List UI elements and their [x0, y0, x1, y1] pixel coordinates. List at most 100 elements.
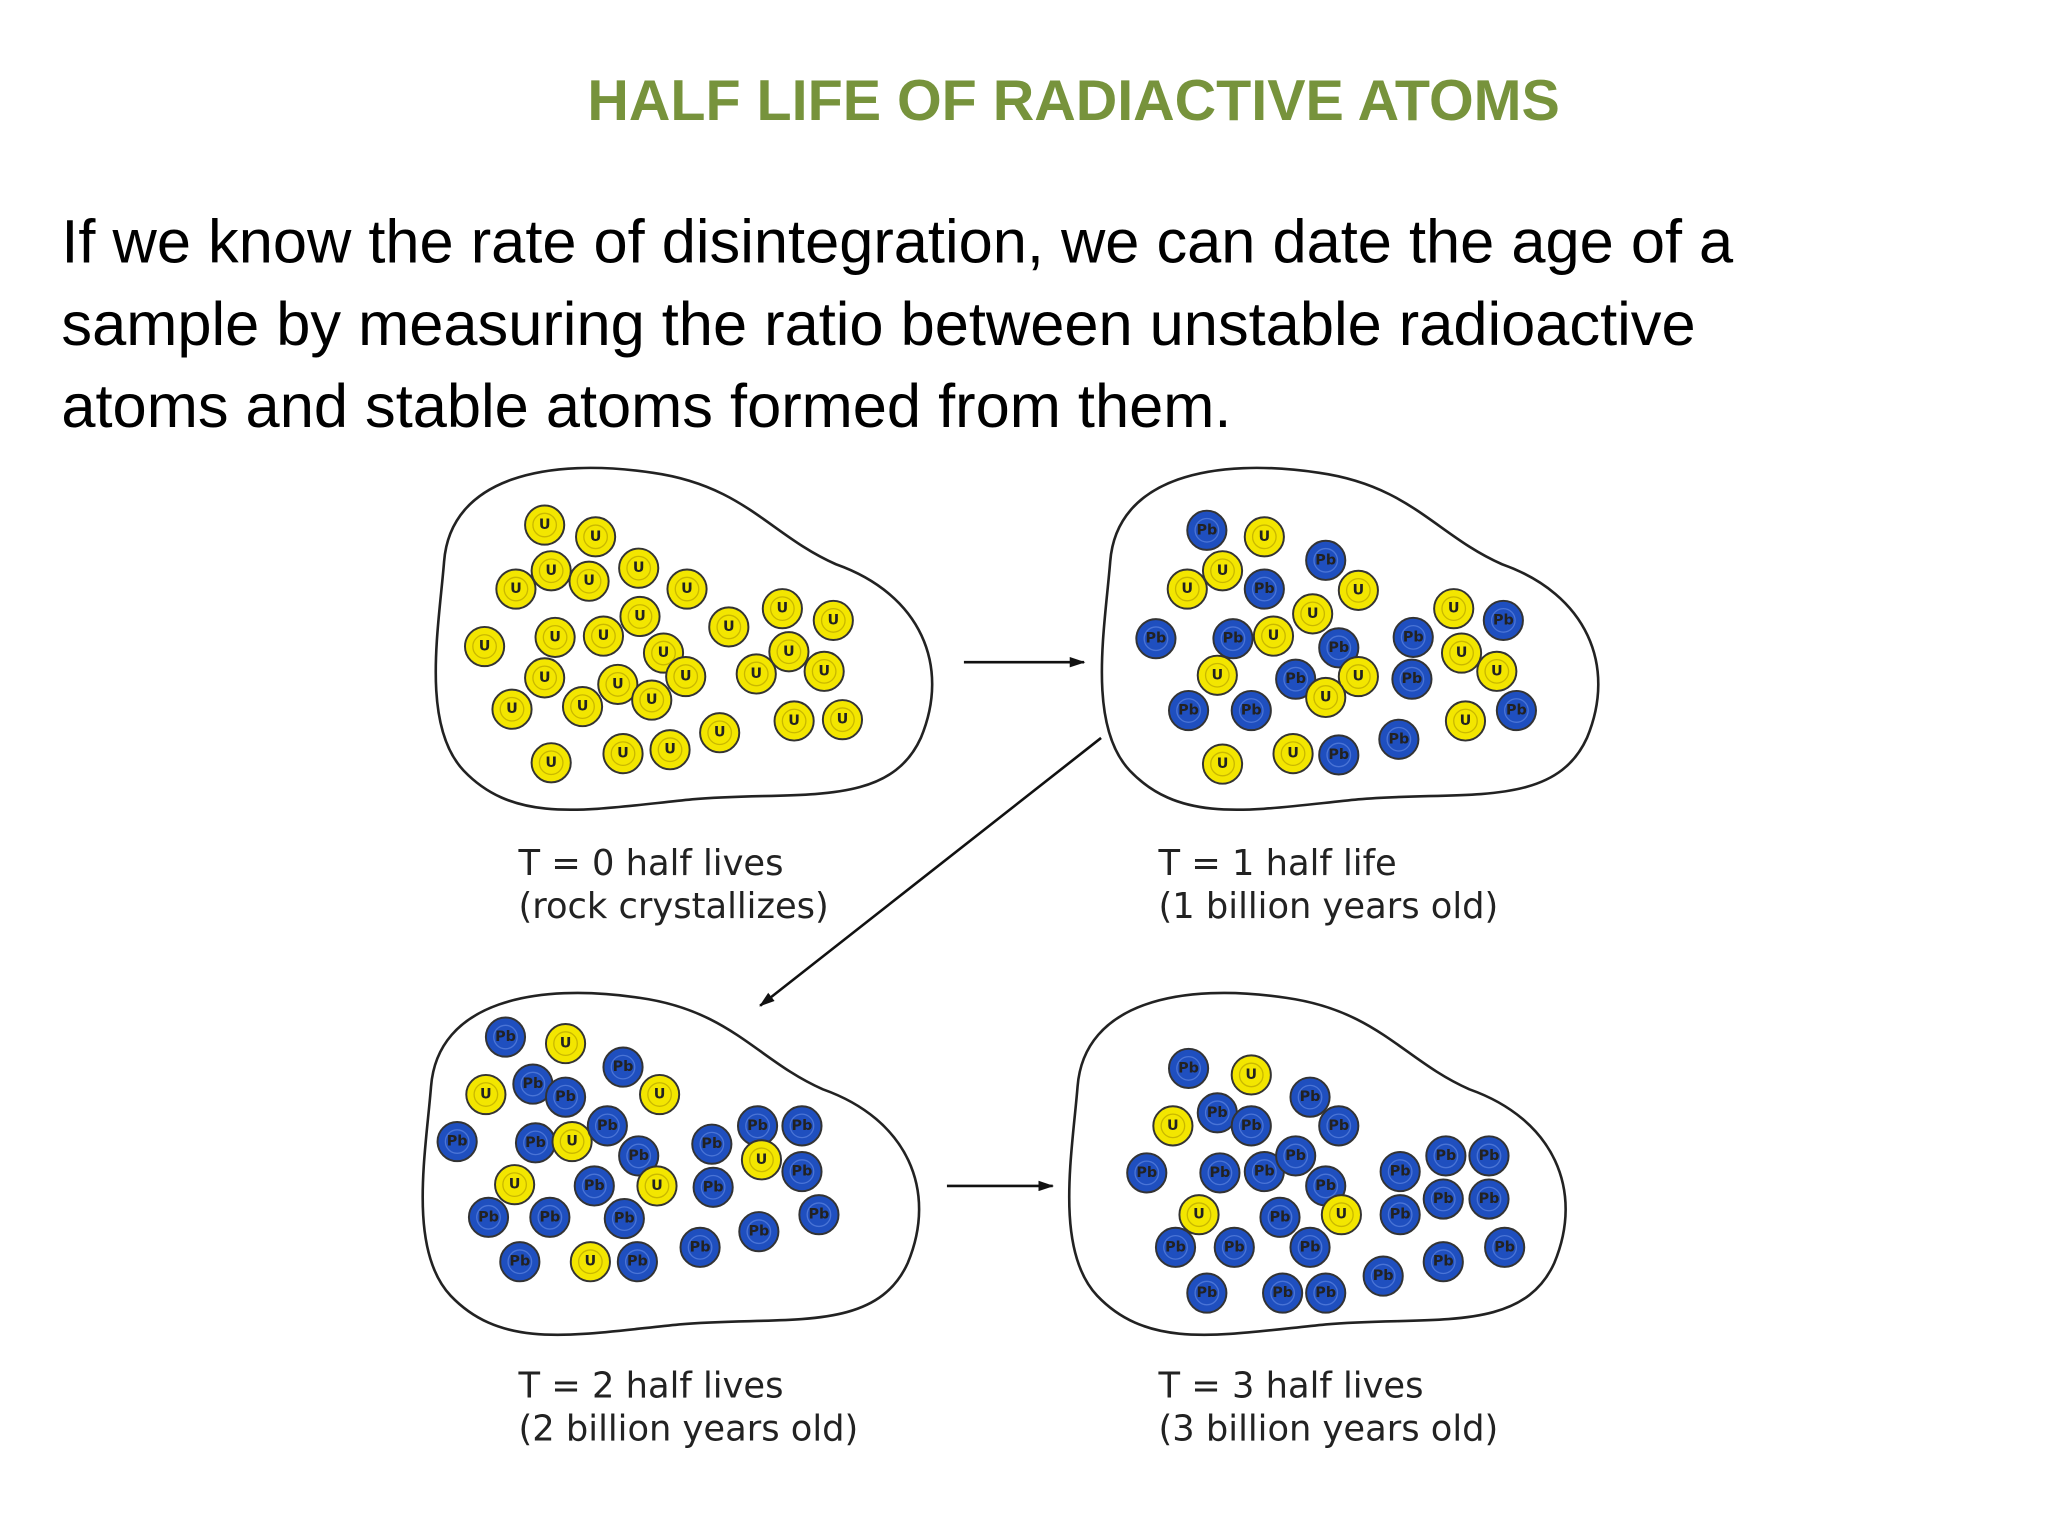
atom: Pb [738, 1211, 780, 1253]
atom-inner [1453, 708, 1478, 734]
atom-inner [542, 624, 568, 650]
atom-circle [1178, 1194, 1220, 1236]
atom: U [618, 547, 660, 589]
atom-inner [1238, 698, 1264, 723]
atom: Pb [1468, 1178, 1510, 1220]
atom-circle [1305, 539, 1347, 581]
panel-caption: (rock crystallizes) [519, 886, 829, 927]
atom-label: U [646, 692, 658, 708]
atom-label: U [506, 701, 518, 717]
atom-circle [1392, 616, 1434, 658]
atom-circle [1484, 1226, 1526, 1268]
atom: U [708, 606, 750, 648]
atom-inner [576, 568, 602, 594]
atom-circle [573, 1165, 615, 1207]
atom-inner [626, 1143, 652, 1169]
atom-label: U [509, 1177, 521, 1193]
atom: Pb [573, 1165, 615, 1207]
atom-inner [745, 1113, 770, 1139]
atom: U [568, 560, 610, 602]
atom-label: Pb [1328, 747, 1349, 763]
blob [421, 991, 921, 1337]
atom-circle [619, 595, 661, 638]
atom-circle [1495, 689, 1537, 732]
atom-label: Pb [1224, 1239, 1245, 1255]
atom-inner [626, 555, 652, 581]
atom: Pb [499, 1241, 541, 1283]
atom: U [619, 595, 661, 638]
atom-label: U [1217, 563, 1229, 579]
atom-circle [781, 1151, 823, 1193]
atom: Pb [1135, 618, 1177, 660]
atom-label: Pb [1328, 1118, 1349, 1134]
atom: Pb [1362, 1255, 1404, 1297]
atom-label: U [633, 560, 645, 576]
atom-circle [1167, 1047, 1210, 1089]
atom-inner [1449, 640, 1474, 666]
atom-inner [789, 1159, 815, 1184]
atom-circle [616, 1241, 658, 1283]
paragraph-line: If we know the rate of disintegration, w… [61, 208, 1734, 277]
atom: U [666, 568, 708, 610]
atom: Pb [1259, 1196, 1301, 1238]
atom-inner [1313, 685, 1339, 710]
atom-label: Pb [1178, 1060, 1199, 1076]
atom-inner [493, 1024, 518, 1050]
atom-label: U [837, 712, 849, 728]
atom: Pb [1167, 1047, 1210, 1089]
atom: Pb [467, 1196, 510, 1238]
atom: U [1440, 632, 1483, 674]
atom-label: Pb [1254, 1164, 1275, 1180]
atom: U [464, 625, 506, 668]
atom-inner [520, 1071, 546, 1097]
atom-inner [651, 640, 676, 666]
atom-inner [1210, 558, 1235, 584]
atom-label: Pb [447, 1134, 468, 1150]
atom-inner [647, 1082, 672, 1107]
atom: U [597, 663, 639, 705]
atom: Pb [1186, 1272, 1228, 1314]
panel-caption: T = 0 half lives [518, 843, 784, 884]
atom-inner [532, 665, 558, 691]
arrows [759, 656, 1102, 1192]
atom-inner [444, 1129, 470, 1154]
atom-label: Pb [627, 1254, 648, 1270]
atom: Pb [1422, 1178, 1464, 1220]
atom-circle [1213, 1226, 1255, 1268]
atom-inner [1430, 1249, 1456, 1275]
atom: U [761, 588, 803, 630]
atom-inner [537, 1204, 563, 1230]
atom-label: U [1268, 628, 1280, 644]
atom-label: U [1193, 1207, 1205, 1223]
atom-circle [1379, 1151, 1421, 1193]
atom-label: U [788, 713, 800, 729]
atom-label: Pb [1207, 1105, 1228, 1121]
atom-label: U [1245, 1067, 1257, 1083]
atom-label: Pb [1300, 1089, 1321, 1105]
atom: Pb [692, 1166, 734, 1208]
panel-caption: (1 billion years old) [1159, 886, 1499, 927]
atom: U [524, 504, 566, 546]
atom: Pb [1275, 1135, 1317, 1177]
atom-circle [812, 599, 854, 641]
atom-label: Pb [539, 1209, 560, 1225]
atom-circle [1167, 689, 1210, 732]
atom-circle [529, 1196, 571, 1238]
atom: Pb [1425, 1135, 1467, 1177]
atom: Pb [1275, 658, 1317, 700]
atom: Pb [1379, 1194, 1421, 1236]
atom-inner [583, 524, 608, 550]
atom-circle [1243, 568, 1285, 610]
atom-circle [1468, 1135, 1510, 1177]
atom: Pb [602, 1046, 644, 1088]
atom: U [1201, 743, 1244, 785]
atom-circle [666, 568, 708, 610]
atom-inner [473, 1082, 499, 1107]
atom-label: Pb [1285, 671, 1306, 687]
atom: U [551, 1120, 593, 1163]
atom-inner [1313, 547, 1339, 573]
atom-label: U [634, 608, 646, 624]
atom-label: Pb [701, 1136, 722, 1152]
atom-inner [743, 661, 769, 687]
